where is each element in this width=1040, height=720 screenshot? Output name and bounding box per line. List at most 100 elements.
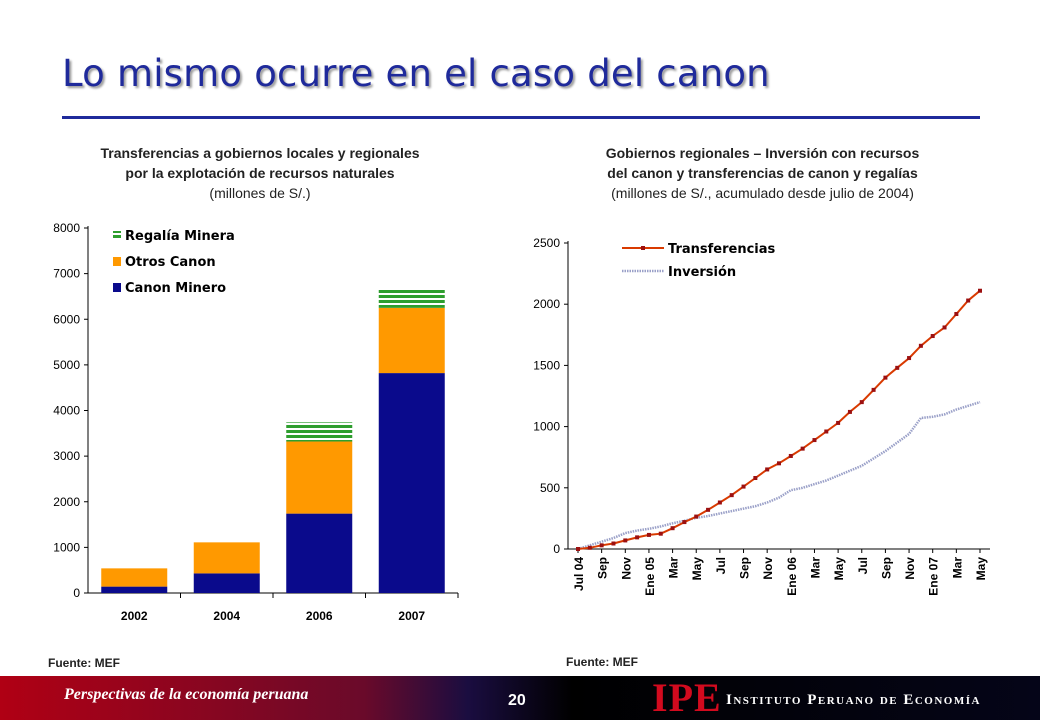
transferencias-point	[824, 429, 829, 434]
transferencias-point	[836, 420, 841, 425]
institute-name: Instituto Peruano de Economía	[726, 692, 981, 708]
transferencias-point	[847, 409, 852, 414]
line-y-tick-label: 1000	[533, 420, 560, 434]
transferencias-point	[717, 500, 722, 505]
page-number: 20	[508, 692, 526, 709]
bar-y-tick-label: 4000	[53, 404, 80, 418]
line-x-tick-label: May	[832, 557, 846, 581]
legend-swatch	[113, 257, 121, 266]
left-chart-source: Fuente: MEF	[48, 656, 120, 670]
transferencias-point	[954, 311, 959, 316]
transferencias-point	[741, 484, 746, 489]
transferencias-point	[646, 532, 651, 537]
transferencias-point	[871, 387, 876, 392]
transferencias-point	[599, 543, 604, 548]
transferencias-point	[706, 507, 711, 512]
line-chart: 0 500 1000 1500 2000 2500 Jul 04 Sep Nov Ene 05 Ma…	[533, 236, 990, 596]
bar-y-tick-label: 6000	[53, 312, 80, 326]
bar-canon-minero-2002	[101, 586, 168, 593]
line-x-tick-label: Mar	[808, 557, 822, 579]
transferencias-point	[765, 467, 770, 472]
ipe-logo: IPE	[652, 675, 722, 720]
series-line-inversion	[577, 400, 981, 551]
line-x-tick-label: Ene 05	[643, 557, 657, 596]
legend-marker-transferencias	[641, 246, 645, 250]
transferencias-point	[895, 365, 900, 370]
stacked-bar-chart: 0 1000 2000 3000 4000 5000 6000 7000 8000 2002 200…	[53, 221, 459, 623]
transferencias-point	[907, 356, 912, 361]
line-x-tick-label: Sep	[879, 557, 893, 579]
bar-category-label: 2002	[121, 609, 148, 623]
line-x-tick-label: Nov	[903, 557, 917, 580]
legend-swatch	[113, 231, 121, 240]
legend-swatch	[113, 283, 121, 292]
bar-category-label: 2004	[213, 609, 240, 623]
line-y-tick-label: 1500	[533, 358, 560, 372]
transferencias-point	[978, 288, 982, 293]
right-chart-source: Fuente: MEF	[566, 655, 638, 669]
transferencias-point	[670, 526, 675, 531]
line-y-tick-label: 500	[540, 481, 560, 495]
right-chart-title-line1: Gobiernos regionales – Inversión con rec…	[605, 145, 920, 161]
right-chart-heading: Gobiernos regionales – Inversión con rec…	[540, 143, 985, 203]
transferencias-point	[729, 493, 734, 498]
series-line-transferencias	[577, 289, 981, 550]
footer-caption: Perspectivas de la economía peruana	[64, 686, 309, 703]
left-chart-title-line2: por la explotación de recursos naturales	[125, 165, 395, 181]
transferencias-point	[800, 446, 805, 451]
transferencias-point	[611, 541, 616, 546]
left-chart-heading: Transferencias a gobiernos locales y reg…	[40, 143, 480, 203]
transferencias-point	[682, 520, 687, 525]
line-x-tick-label: May	[974, 557, 988, 581]
bar-y-tick-label: 3000	[53, 449, 80, 463]
transferencias-point	[753, 476, 758, 481]
line-x-tick-label: Sep	[738, 557, 752, 579]
line-y-tick-label: 2500	[533, 236, 560, 250]
line-x-tick-label: Mar	[667, 557, 681, 579]
transferencias-point	[918, 343, 923, 348]
right-chart-title-line2: del canon y transferencias de canon y re…	[607, 165, 918, 181]
bar-otros-canon-2007	[378, 307, 445, 374]
bar-y-tick-label: 2000	[53, 495, 80, 509]
left-chart-title-line1: Transferencias a gobiernos locales y reg…	[100, 145, 420, 161]
transferencias-point	[788, 453, 793, 458]
footer-bar: Perspectivas de la economía peruana 20 I…	[0, 676, 1040, 720]
transferencias-point	[576, 547, 580, 551]
bar-category-label: 2006	[306, 609, 333, 623]
bar-y-tick-label: 5000	[53, 358, 80, 372]
title-divider	[62, 116, 980, 119]
transferencias-point	[942, 325, 947, 330]
bar-canon-minero-2004	[193, 573, 260, 593]
line-x-tick-label: Nov	[619, 557, 633, 580]
line-y-tick-label: 0	[553, 542, 560, 556]
legend-label-inversion: Inversión	[668, 265, 736, 280]
transferencias-point	[658, 531, 663, 536]
transferencias-point	[777, 461, 781, 466]
bar-y-tick-label: 1000	[53, 540, 80, 554]
transferencias-point	[587, 545, 592, 550]
slide-title: Lo mismo ocurre en el caso del canon	[62, 52, 770, 95]
transferencias-point	[859, 400, 864, 405]
left-chart-unit: (millones de S/.)	[209, 185, 311, 201]
right-chart-unit: (millones de S/., acumulado desde julio …	[611, 185, 914, 201]
bar-otros-canon-2006	[286, 441, 353, 514]
line-x-tick-label: Mar	[950, 557, 964, 579]
bar-otros-canon-2002	[101, 568, 168, 587]
line-y-tick-label: 2000	[533, 297, 560, 311]
line-x-tick-label: Jul	[856, 557, 870, 574]
transferencias-point	[623, 538, 628, 543]
line-x-tick-label: Sep	[596, 557, 610, 579]
bar-y-tick-label: 0	[73, 586, 80, 600]
bar-canon-minero-2007	[378, 373, 445, 593]
legend-label-transferencias: Transferencias	[668, 242, 776, 257]
transferencias-point	[883, 375, 888, 380]
bar-regal-a-minera-2007	[378, 288, 445, 308]
legend-label: Regalía Minera	[125, 229, 235, 244]
line-x-tick-label: Nov	[761, 557, 775, 580]
line-x-tick-label: Jul 04	[572, 557, 586, 591]
legend-label: Canon Minero	[125, 281, 226, 296]
transferencias-point	[635, 535, 640, 540]
transferencias-point	[812, 438, 817, 443]
legend-label: Otros Canon	[125, 255, 216, 270]
